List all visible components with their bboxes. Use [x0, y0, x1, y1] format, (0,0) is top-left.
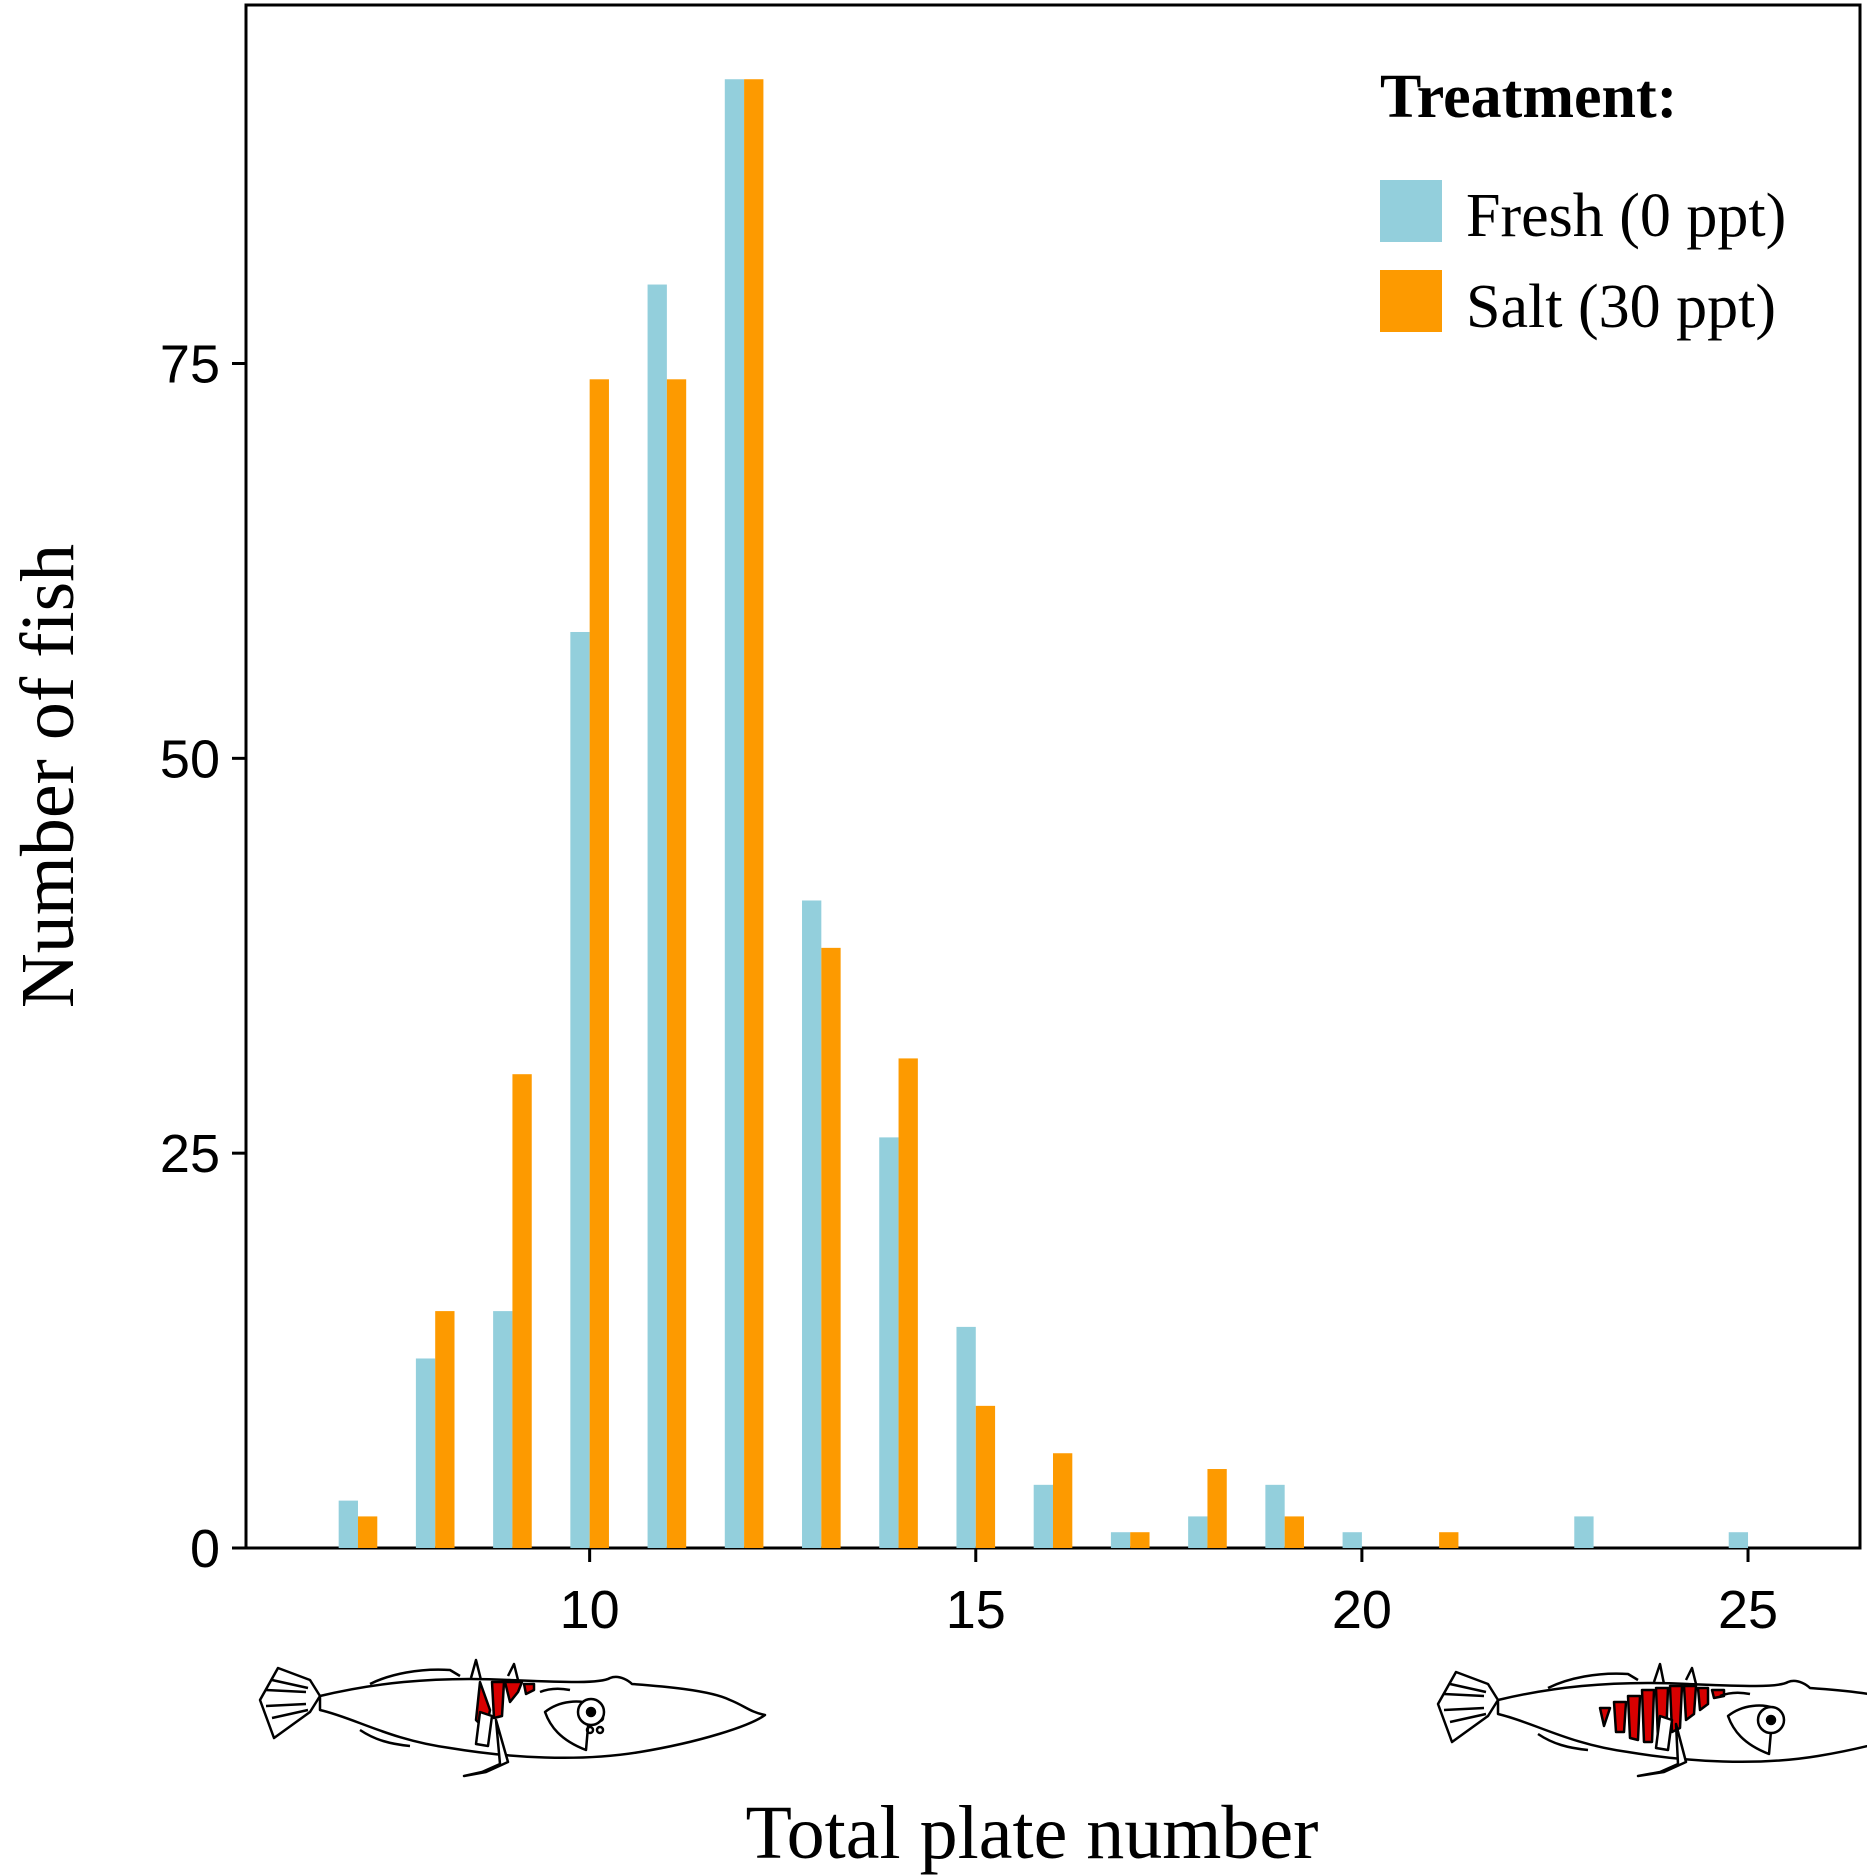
- bar-fresh-0-ppt-9: [493, 1311, 513, 1548]
- bar-salt-30-ppt-16: [1053, 1453, 1073, 1548]
- bar-fresh-0-ppt-17: [1110, 1532, 1131, 1548]
- bar-fresh-0-ppt-10: [570, 631, 590, 1548]
- bar-fresh-0-ppt-19: [1265, 1484, 1285, 1548]
- bar-salt-30-ppt-14: [898, 1058, 918, 1548]
- bar-salt-30-ppt-15: [975, 1405, 996, 1548]
- bar-fresh-0-ppt-7: [338, 1500, 358, 1548]
- bar-fresh-0-ppt-23: [1574, 1516, 1594, 1548]
- bar-fresh-0-ppt-18: [1188, 1516, 1208, 1548]
- bar-fresh-0-ppt-15: [956, 1326, 976, 1548]
- y-tick-label-25: 25: [160, 1124, 220, 1184]
- bar-salt-30-ppt-8: [435, 1311, 455, 1548]
- x-tick-label-20: 20: [1332, 1580, 1392, 1640]
- bar-salt-30-ppt-7: [357, 1516, 378, 1548]
- x-tick-label-15: 15: [946, 1580, 1006, 1640]
- bar-salt-30-ppt-19: [1284, 1516, 1304, 1548]
- x-tick-label-25: 25: [1718, 1580, 1778, 1640]
- bar-fresh-0-ppt-11: [647, 284, 667, 1548]
- bar-salt-30-ppt-21: [1439, 1532, 1459, 1548]
- bar-salt-30-ppt-18: [1207, 1469, 1227, 1548]
- legend-title: Treatment:: [1380, 63, 1677, 131]
- legend-swatch-fresh: [1380, 180, 1442, 242]
- y-axis-title: Number of fish: [6, 544, 90, 1008]
- bar-salt-30-ppt-12: [744, 79, 764, 1549]
- x-tick-label-10: 10: [560, 1580, 620, 1640]
- x-axis-title: Total plate number: [746, 1791, 1319, 1875]
- legend-label-fresh: Fresh (0 ppt): [1466, 182, 1786, 250]
- y-tick-label-50: 50: [160, 729, 220, 789]
- low-plated-fish-icon: [258, 1658, 767, 1778]
- bars-layer: [338, 79, 1749, 1549]
- fully-plated-fish-icon: [1436, 1662, 1867, 1778]
- bar-fresh-0-ppt-8: [415, 1358, 436, 1548]
- bar-salt-30-ppt-9: [512, 1074, 532, 1548]
- bar-fresh-0-ppt-13: [802, 900, 822, 1548]
- legend-label-salt: Salt (30 ppt): [1466, 273, 1776, 341]
- y-axis: 0 25 50 75: [160, 335, 246, 1579]
- bar-salt-30-ppt-13: [821, 947, 841, 1548]
- bar-salt-30-ppt-17: [1130, 1532, 1150, 1548]
- bar-salt-30-ppt-11: [666, 379, 687, 1548]
- bar-fresh-0-ppt-12: [724, 79, 745, 1549]
- x-axis: 10 15 20 25: [560, 1548, 1778, 1640]
- bar-salt-30-ppt-10: [589, 379, 609, 1548]
- y-tick-label-0: 0: [190, 1519, 220, 1579]
- bar-fresh-0-ppt-16: [1033, 1484, 1053, 1548]
- legend: Treatment: Fresh (0 ppt) Salt (30 ppt): [1380, 63, 1786, 341]
- bar-fresh-0-ppt-25: [1728, 1532, 1749, 1548]
- bar-fresh-0-ppt-14: [879, 1137, 899, 1548]
- legend-swatch-salt: [1380, 270, 1442, 332]
- y-tick-label-75: 75: [160, 335, 220, 395]
- bar-fresh-0-ppt-20: [1342, 1532, 1362, 1548]
